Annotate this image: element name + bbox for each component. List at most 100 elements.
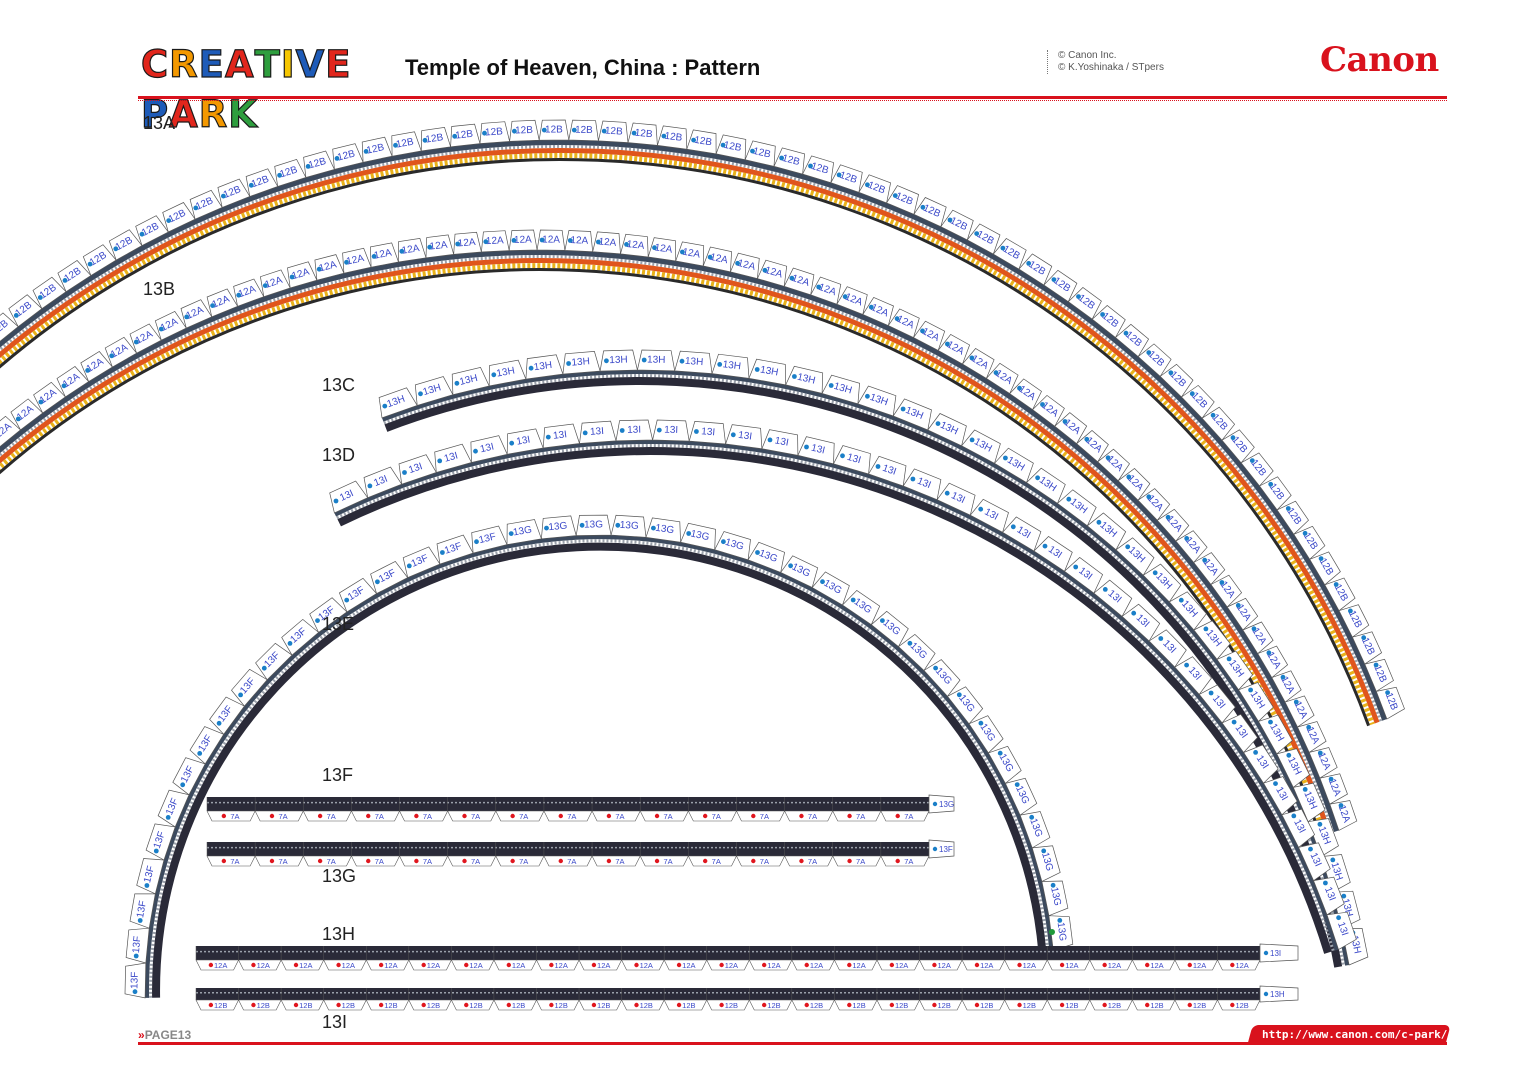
marker-dot: [1318, 556, 1324, 561]
marker-dot: [808, 163, 813, 169]
marker-dot: [418, 391, 423, 397]
tab-label: 13H: [1329, 861, 1345, 882]
header-rule: [138, 96, 1447, 99]
marker-dot: [820, 579, 825, 585]
glue-tab: [715, 134, 747, 161]
marker-dot: [180, 782, 186, 788]
marker-dot: [1219, 580, 1225, 585]
marker-dot: [509, 440, 515, 446]
glue-tab: [578, 959, 623, 971]
end-tab: [928, 839, 955, 859]
glue-tab: [1131, 999, 1176, 1011]
glue-tab: [302, 855, 352, 867]
piece-label-13c: 13C: [322, 375, 356, 395]
glue-tab: [880, 855, 930, 867]
tab-label: 12A: [597, 961, 610, 970]
glue-tab: [663, 959, 708, 971]
tab-label: 7A: [615, 857, 624, 866]
glue-tab: [206, 288, 239, 318]
glue-tab: [314, 254, 345, 281]
glue-tab: [706, 999, 750, 1011]
marker-dot: [751, 813, 756, 819]
tab-label: 13I: [737, 430, 752, 443]
marker-dot: [1263, 950, 1269, 956]
tab-label: 12B: [336, 148, 356, 163]
glue-tab: [189, 189, 223, 220]
tab-label: 12B: [545, 124, 563, 135]
glue-tab: [370, 242, 399, 268]
tab-label: 12B: [682, 1001, 695, 1010]
glue-tab: [937, 333, 971, 365]
glue-tab: [108, 229, 143, 261]
glue-tab: [1180, 384, 1215, 419]
marker-dot: [721, 539, 726, 545]
marker-dot: [261, 665, 267, 671]
marker-dot: [804, 444, 809, 450]
glue-tab: [832, 445, 871, 475]
glue-tab: [961, 999, 1006, 1011]
tab-label: 7A: [712, 857, 721, 866]
glue-tab: [145, 823, 176, 861]
glue-tab: [323, 999, 367, 1011]
glue-tab: [135, 215, 169, 247]
marker-dot: [236, 292, 242, 298]
glue-tab: [33, 381, 66, 414]
tab-label: 12A: [764, 265, 784, 281]
tab-label: 12A: [427, 961, 440, 970]
glue-tab: [857, 385, 897, 417]
marker-dot: [1333, 582, 1339, 587]
tab-label: 12A: [299, 961, 312, 970]
band-layer: [0, 263, 1327, 836]
tab-label: 7A: [567, 812, 576, 821]
glue-tab: [309, 597, 348, 633]
glue-tab: [1326, 911, 1357, 951]
marker-dot: [1249, 458, 1255, 463]
glue-tab: [1319, 773, 1348, 805]
glue-tab: [832, 855, 882, 867]
marker-dot: [366, 858, 371, 864]
marker-dot: [1168, 370, 1174, 376]
marker-dot: [889, 962, 895, 968]
marker-dot: [1000, 245, 1006, 251]
marker-dot: [847, 813, 852, 819]
tab-label: 12B: [725, 1001, 738, 1010]
brand-letter: E: [325, 42, 352, 86]
marker-dot: [393, 142, 398, 148]
marker-dot: [558, 858, 563, 864]
glue-tab: [913, 197, 947, 228]
glue-tab: [1243, 744, 1279, 784]
glue-tab: [725, 424, 763, 450]
glue-tab: [773, 147, 805, 175]
marker-dot: [932, 962, 937, 968]
tab-label: 7A: [615, 812, 624, 821]
marker-dot: [545, 434, 551, 440]
tab-label: 12B: [1235, 1001, 1248, 1010]
piece-label-13g: 13G: [322, 866, 357, 886]
glue-tab: [639, 810, 689, 822]
marker-dot: [510, 858, 515, 864]
marker-dot: [762, 267, 768, 273]
tab-label: 12A: [1065, 961, 1078, 970]
glue-tab: [274, 158, 307, 187]
marker-dot: [402, 470, 407, 475]
tab-label: 12B: [0, 318, 11, 338]
glue-tab: [398, 454, 437, 485]
glue-tab: [1257, 645, 1289, 679]
glue-tab: [1257, 714, 1293, 755]
strip-band: [207, 797, 929, 811]
marker-dot: [305, 164, 311, 169]
glue-tab: [620, 233, 649, 258]
glue-tab: [610, 514, 647, 538]
glue-tab: [1048, 915, 1074, 951]
glue-tab: [1009, 378, 1042, 411]
marker-dot: [1010, 524, 1016, 530]
tab-label: 7A: [230, 812, 239, 821]
glue-tab: [797, 436, 835, 465]
marker-dot: [591, 962, 597, 968]
site-url[interactable]: http://www.canon.com/c-park/: [1262, 1028, 1448, 1041]
glue-tab: [434, 443, 473, 473]
band-layer: [0, 140, 1387, 721]
marker-dot: [717, 362, 723, 367]
tab-label: 7A: [664, 812, 673, 821]
tab-label: 13I: [443, 450, 459, 464]
